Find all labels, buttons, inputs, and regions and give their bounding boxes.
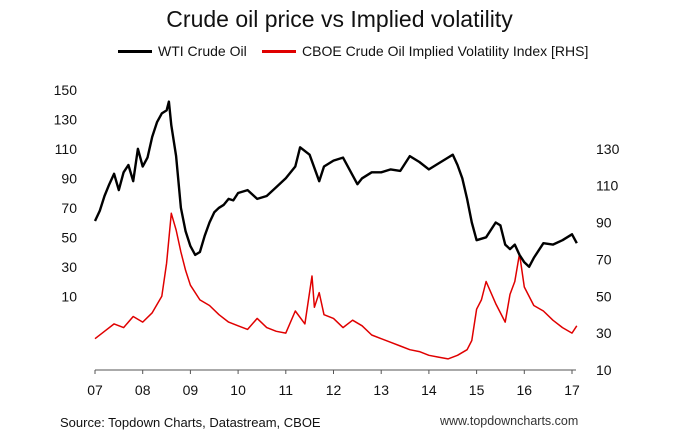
series-line-ovx (94, 212, 578, 360)
right-tick-label: 10 (596, 362, 612, 378)
left-tick-label: 10 (61, 288, 77, 304)
x-tick-label: 15 (469, 382, 485, 398)
legend-label-wti: WTI Crude Oil (158, 43, 247, 59)
left-tick-label: 150 (54, 82, 78, 98)
x-tick-label: 17 (564, 382, 580, 398)
legend-item-ovx: CBOE Crude Oil Implied Volatility Index … (262, 43, 588, 59)
x-tick-label: 12 (326, 382, 342, 398)
left-tick-label: 30 (61, 259, 77, 275)
series-layer (93, 100, 578, 360)
legend: WTI Crude Oil CBOE Crude Oil Implied Vol… (0, 43, 679, 63)
source-note: Source: Topdown Charts, Datastream, CBOE (60, 415, 321, 430)
legend-label-ovx: CBOE Crude Oil Implied Volatility Index … (302, 43, 589, 59)
left-tick-label: 130 (54, 111, 78, 127)
left-tick-label: 110 (55, 141, 78, 157)
right-tick-label: 30 (596, 325, 612, 341)
x-tick-label: 11 (279, 382, 294, 398)
x-tick-label: 08 (135, 382, 151, 398)
right-tick-label: 70 (596, 251, 612, 267)
right-axis: 10 30 50 70 90 110 130 (596, 141, 620, 378)
website-label: www.topdowncharts.com (440, 414, 579, 428)
right-tick-label: 50 (596, 288, 612, 304)
x-tick-label: 09 (183, 382, 199, 398)
x-axis: 07 08 09 10 11 12 13 14 15 16 17 (87, 369, 580, 398)
x-tick-label: 10 (230, 382, 246, 398)
left-tick-label: 90 (61, 170, 77, 186)
x-tick-label: 16 (517, 382, 533, 398)
legend-swatch-ovx (262, 49, 296, 53)
x-tick-label: 13 (373, 382, 389, 398)
left-tick-label: 70 (61, 200, 77, 216)
left-tick-label: 50 (61, 229, 77, 245)
x-tick-label: 07 (87, 382, 103, 398)
series-line-wti (93, 100, 578, 268)
right-tick-label: 90 (596, 215, 612, 231)
chart-title: Crude oil price vs Implied volatility (166, 6, 513, 32)
legend-swatch-wti (118, 49, 152, 53)
right-tick-label: 110 (596, 178, 619, 194)
legend-item-wti: WTI Crude Oil (118, 43, 247, 59)
left-axis: 10 30 50 70 90 110 130 150 (54, 82, 78, 305)
x-tick-label: 14 (421, 382, 437, 398)
right-tick-label: 130 (596, 141, 620, 157)
